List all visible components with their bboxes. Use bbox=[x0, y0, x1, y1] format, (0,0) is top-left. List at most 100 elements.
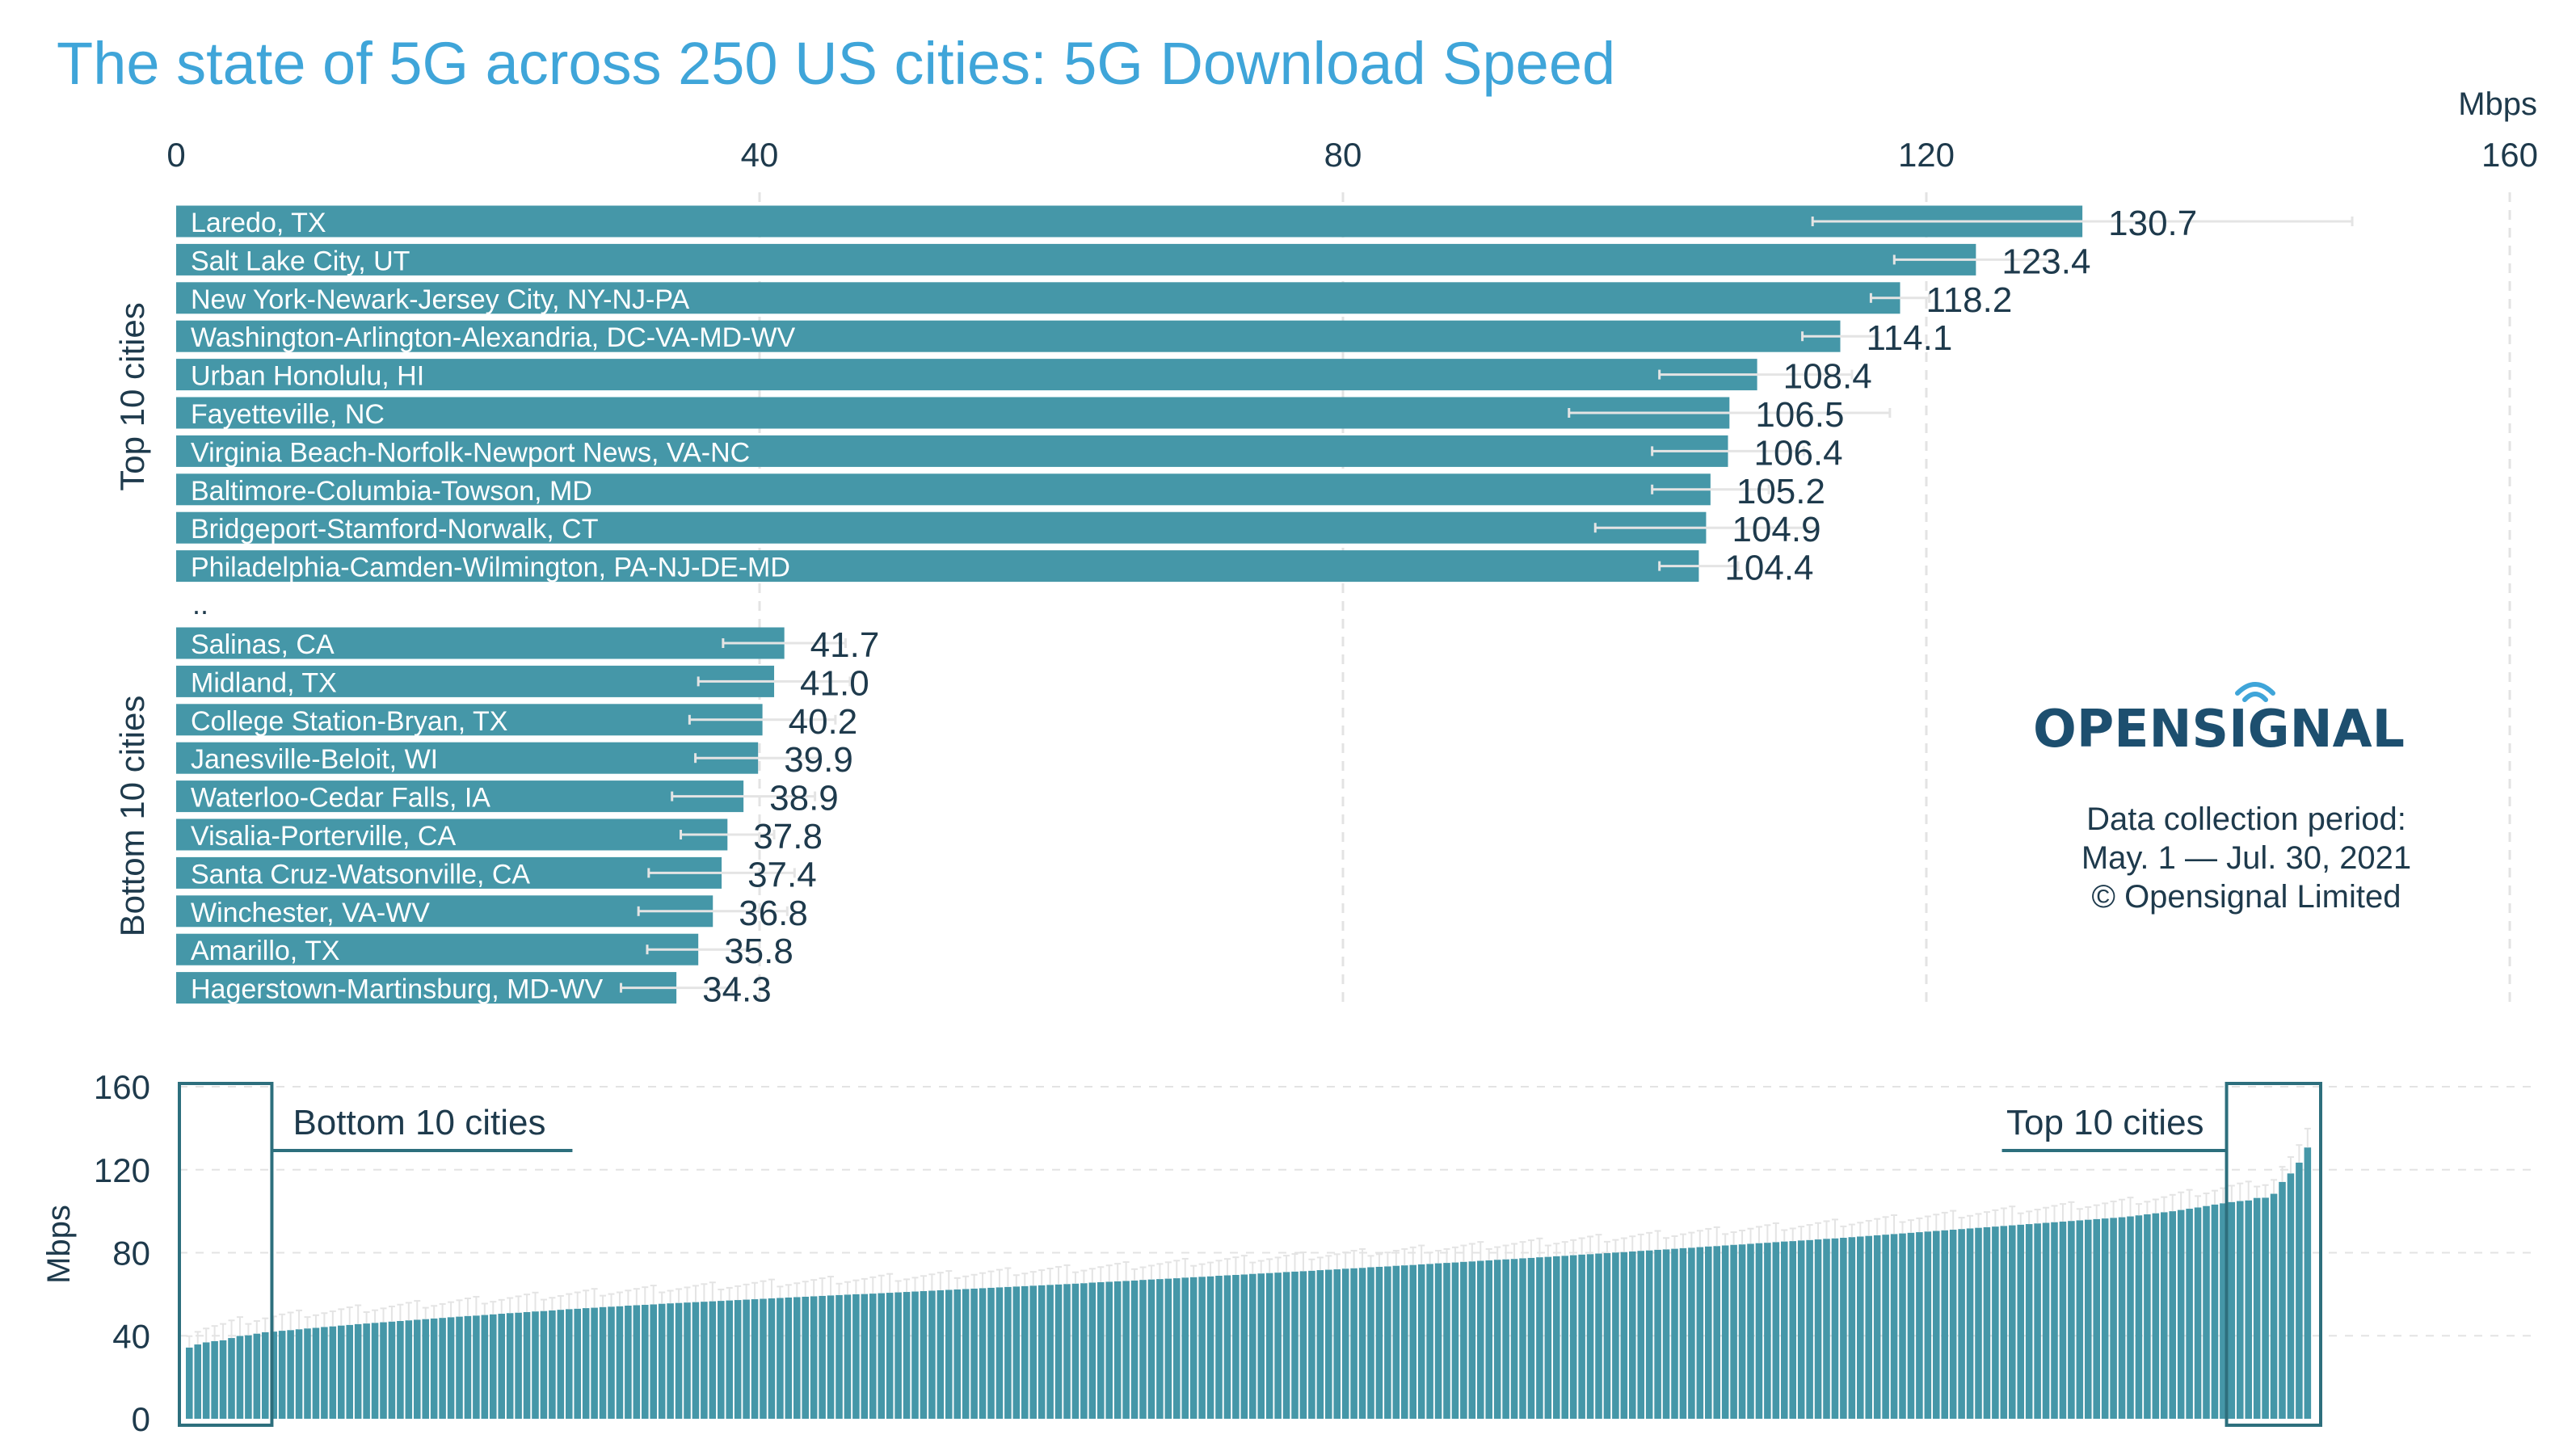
mini-bar-13 bbox=[287, 1330, 294, 1419]
top-bar-label-2: Salt Lake City, UT bbox=[191, 246, 410, 276]
top-bar-label-10: Philadelphia-Camden-Wilmington, PA-NJ-DE… bbox=[191, 553, 790, 583]
mini-bar-54 bbox=[633, 1305, 641, 1419]
mini-bar-42 bbox=[532, 1311, 539, 1419]
mini-bar-179 bbox=[1688, 1247, 1695, 1419]
top-bar-label-4: Washington-Arlington-Alexandria, DC-VA-M… bbox=[191, 322, 796, 353]
mini-chart-highlights: Bottom 10 cities Top 10 cities bbox=[178, 1082, 2323, 1427]
mini-bar-22 bbox=[363, 1323, 370, 1419]
mini-bar-26 bbox=[397, 1321, 404, 1419]
top-bar-label-7: Virginia Beach-Norfolk-Newport News, VA-… bbox=[191, 437, 750, 468]
top-bar-label-9: Bridgeport-Stamford-Norwalk, CT bbox=[191, 514, 598, 545]
mini-bar-28 bbox=[414, 1319, 421, 1419]
mini-bar-34 bbox=[464, 1315, 472, 1419]
mini-bar-32 bbox=[447, 1317, 455, 1419]
mini-bar-235 bbox=[2161, 1212, 2168, 1419]
mini-bar-172 bbox=[1629, 1251, 1636, 1419]
mini-bar-149 bbox=[1434, 1263, 1442, 1419]
mini-bar-182 bbox=[1713, 1246, 1721, 1419]
mini-bar-136 bbox=[1325, 1269, 1332, 1419]
highlight-label-bottom-10: Bottom 10 cities bbox=[293, 1103, 545, 1142]
top-bar-7 bbox=[176, 435, 1728, 467]
mini-bar-103 bbox=[1046, 1285, 1054, 1419]
mini-chart-y-axis-label: Mbps bbox=[41, 1205, 77, 1284]
mini-bar-92 bbox=[953, 1289, 962, 1419]
x-tick-label-40: 40 bbox=[741, 136, 779, 174]
mini-bar-161 bbox=[1536, 1257, 1543, 1419]
mini-bar-195 bbox=[1823, 1239, 1830, 1419]
mini-bar-83 bbox=[878, 1293, 886, 1419]
bottom-bar-label-8: Winchester, VA-WV bbox=[191, 898, 430, 928]
mini-bar-44 bbox=[549, 1310, 556, 1419]
mini-bar-89 bbox=[928, 1290, 936, 1419]
mini-bar-58 bbox=[667, 1303, 674, 1419]
mini-bar-237 bbox=[2177, 1210, 2185, 1419]
mini-bar-51 bbox=[608, 1306, 615, 1419]
mini-bar-71 bbox=[777, 1298, 784, 1419]
mini-bar-104 bbox=[1054, 1284, 1063, 1419]
mini-bar-57 bbox=[658, 1303, 666, 1419]
mini-bar-177 bbox=[1671, 1248, 1678, 1419]
mini-bar-6 bbox=[228, 1338, 235, 1419]
mini-bar-85 bbox=[894, 1292, 902, 1419]
mini-bar-166 bbox=[1578, 1254, 1585, 1419]
mini-bar-70 bbox=[768, 1298, 776, 1419]
mini-bar-214 bbox=[1983, 1226, 1991, 1419]
mini-bar-84 bbox=[886, 1293, 894, 1419]
mini-bar-225 bbox=[2076, 1220, 2084, 1419]
logo-wordmark: OPENSIGNAL bbox=[2033, 700, 2405, 759]
mini-bar-131 bbox=[1282, 1272, 1290, 1419]
group-label-bottom: Bottom 10 cities bbox=[113, 696, 151, 937]
top-bar-label-3: New York-Newark-Jersey City, NY-NJ-PA bbox=[191, 284, 690, 315]
mini-bar-77 bbox=[827, 1295, 835, 1419]
mini-bar-99 bbox=[1012, 1286, 1021, 1419]
bottom-bar-8 bbox=[176, 895, 713, 928]
x-tick-label-0: 0 bbox=[166, 136, 185, 174]
mini-bar-167 bbox=[1586, 1254, 1594, 1419]
mini-bar-192 bbox=[1797, 1240, 1805, 1419]
mini-bar-163 bbox=[1553, 1256, 1560, 1419]
mini-bar-207 bbox=[1924, 1231, 1932, 1419]
mini-bar-119 bbox=[1181, 1277, 1189, 1419]
mini-bar-127 bbox=[1249, 1273, 1256, 1419]
top-bar-1 bbox=[176, 205, 2083, 238]
mini-bar-184 bbox=[1730, 1244, 1737, 1419]
mini-bar-176 bbox=[1662, 1249, 1670, 1419]
y-tick-label-120: 120 bbox=[94, 1151, 150, 1189]
mini-bar-165 bbox=[1569, 1255, 1577, 1419]
mini-bar-111 bbox=[1113, 1281, 1122, 1419]
mini-bar-75 bbox=[810, 1296, 818, 1419]
mini-bar-135 bbox=[1316, 1270, 1324, 1419]
mini-bar-9 bbox=[253, 1333, 261, 1419]
bottom-bar-label-4: Janesville-Beloit, WI bbox=[191, 744, 438, 775]
bottom-bar-4 bbox=[176, 742, 759, 774]
mini-bar-23 bbox=[371, 1323, 379, 1419]
copyright-note: © Opensignal Limited bbox=[2091, 879, 2401, 915]
mini-bar-93 bbox=[962, 1289, 970, 1419]
mini-bar-24 bbox=[380, 1322, 387, 1419]
mini-bar-47 bbox=[574, 1308, 582, 1419]
mini-bar-98 bbox=[1004, 1286, 1012, 1419]
mini-bar-134 bbox=[1308, 1270, 1315, 1419]
group-label-top: Top 10 cities bbox=[113, 302, 151, 490]
mini-bar-125 bbox=[1232, 1274, 1240, 1419]
top-value-label-5: 108.4 bbox=[1783, 357, 1872, 397]
mini-bar-173 bbox=[1637, 1251, 1645, 1419]
mini-bar-146 bbox=[1409, 1264, 1417, 1419]
mini-bar-49 bbox=[591, 1307, 598, 1419]
top-value-label-6: 106.5 bbox=[1755, 395, 1844, 435]
highlight-box-bottom-10 bbox=[178, 1082, 274, 1427]
x-axis-unit-label: Mbps bbox=[2458, 86, 2537, 122]
bottom-bar-label-7: Santa Cruz-Watsonville, CA bbox=[191, 859, 530, 890]
mini-bar-72 bbox=[785, 1297, 793, 1419]
bottom-bar-7 bbox=[176, 856, 722, 889]
mini-bar-114 bbox=[1139, 1280, 1147, 1419]
mini-bar-160 bbox=[1527, 1257, 1535, 1419]
mini-bar-216 bbox=[2000, 1226, 2008, 1419]
mini-bar-188 bbox=[1764, 1243, 1771, 1419]
mini-bar-187 bbox=[1755, 1243, 1763, 1419]
chart-title: The state of 5G across 250 US cities: 5G… bbox=[57, 30, 1616, 97]
mini-bar-29 bbox=[422, 1319, 430, 1419]
mini-bar-186 bbox=[1747, 1243, 1754, 1419]
mini-bar-30 bbox=[430, 1318, 438, 1419]
